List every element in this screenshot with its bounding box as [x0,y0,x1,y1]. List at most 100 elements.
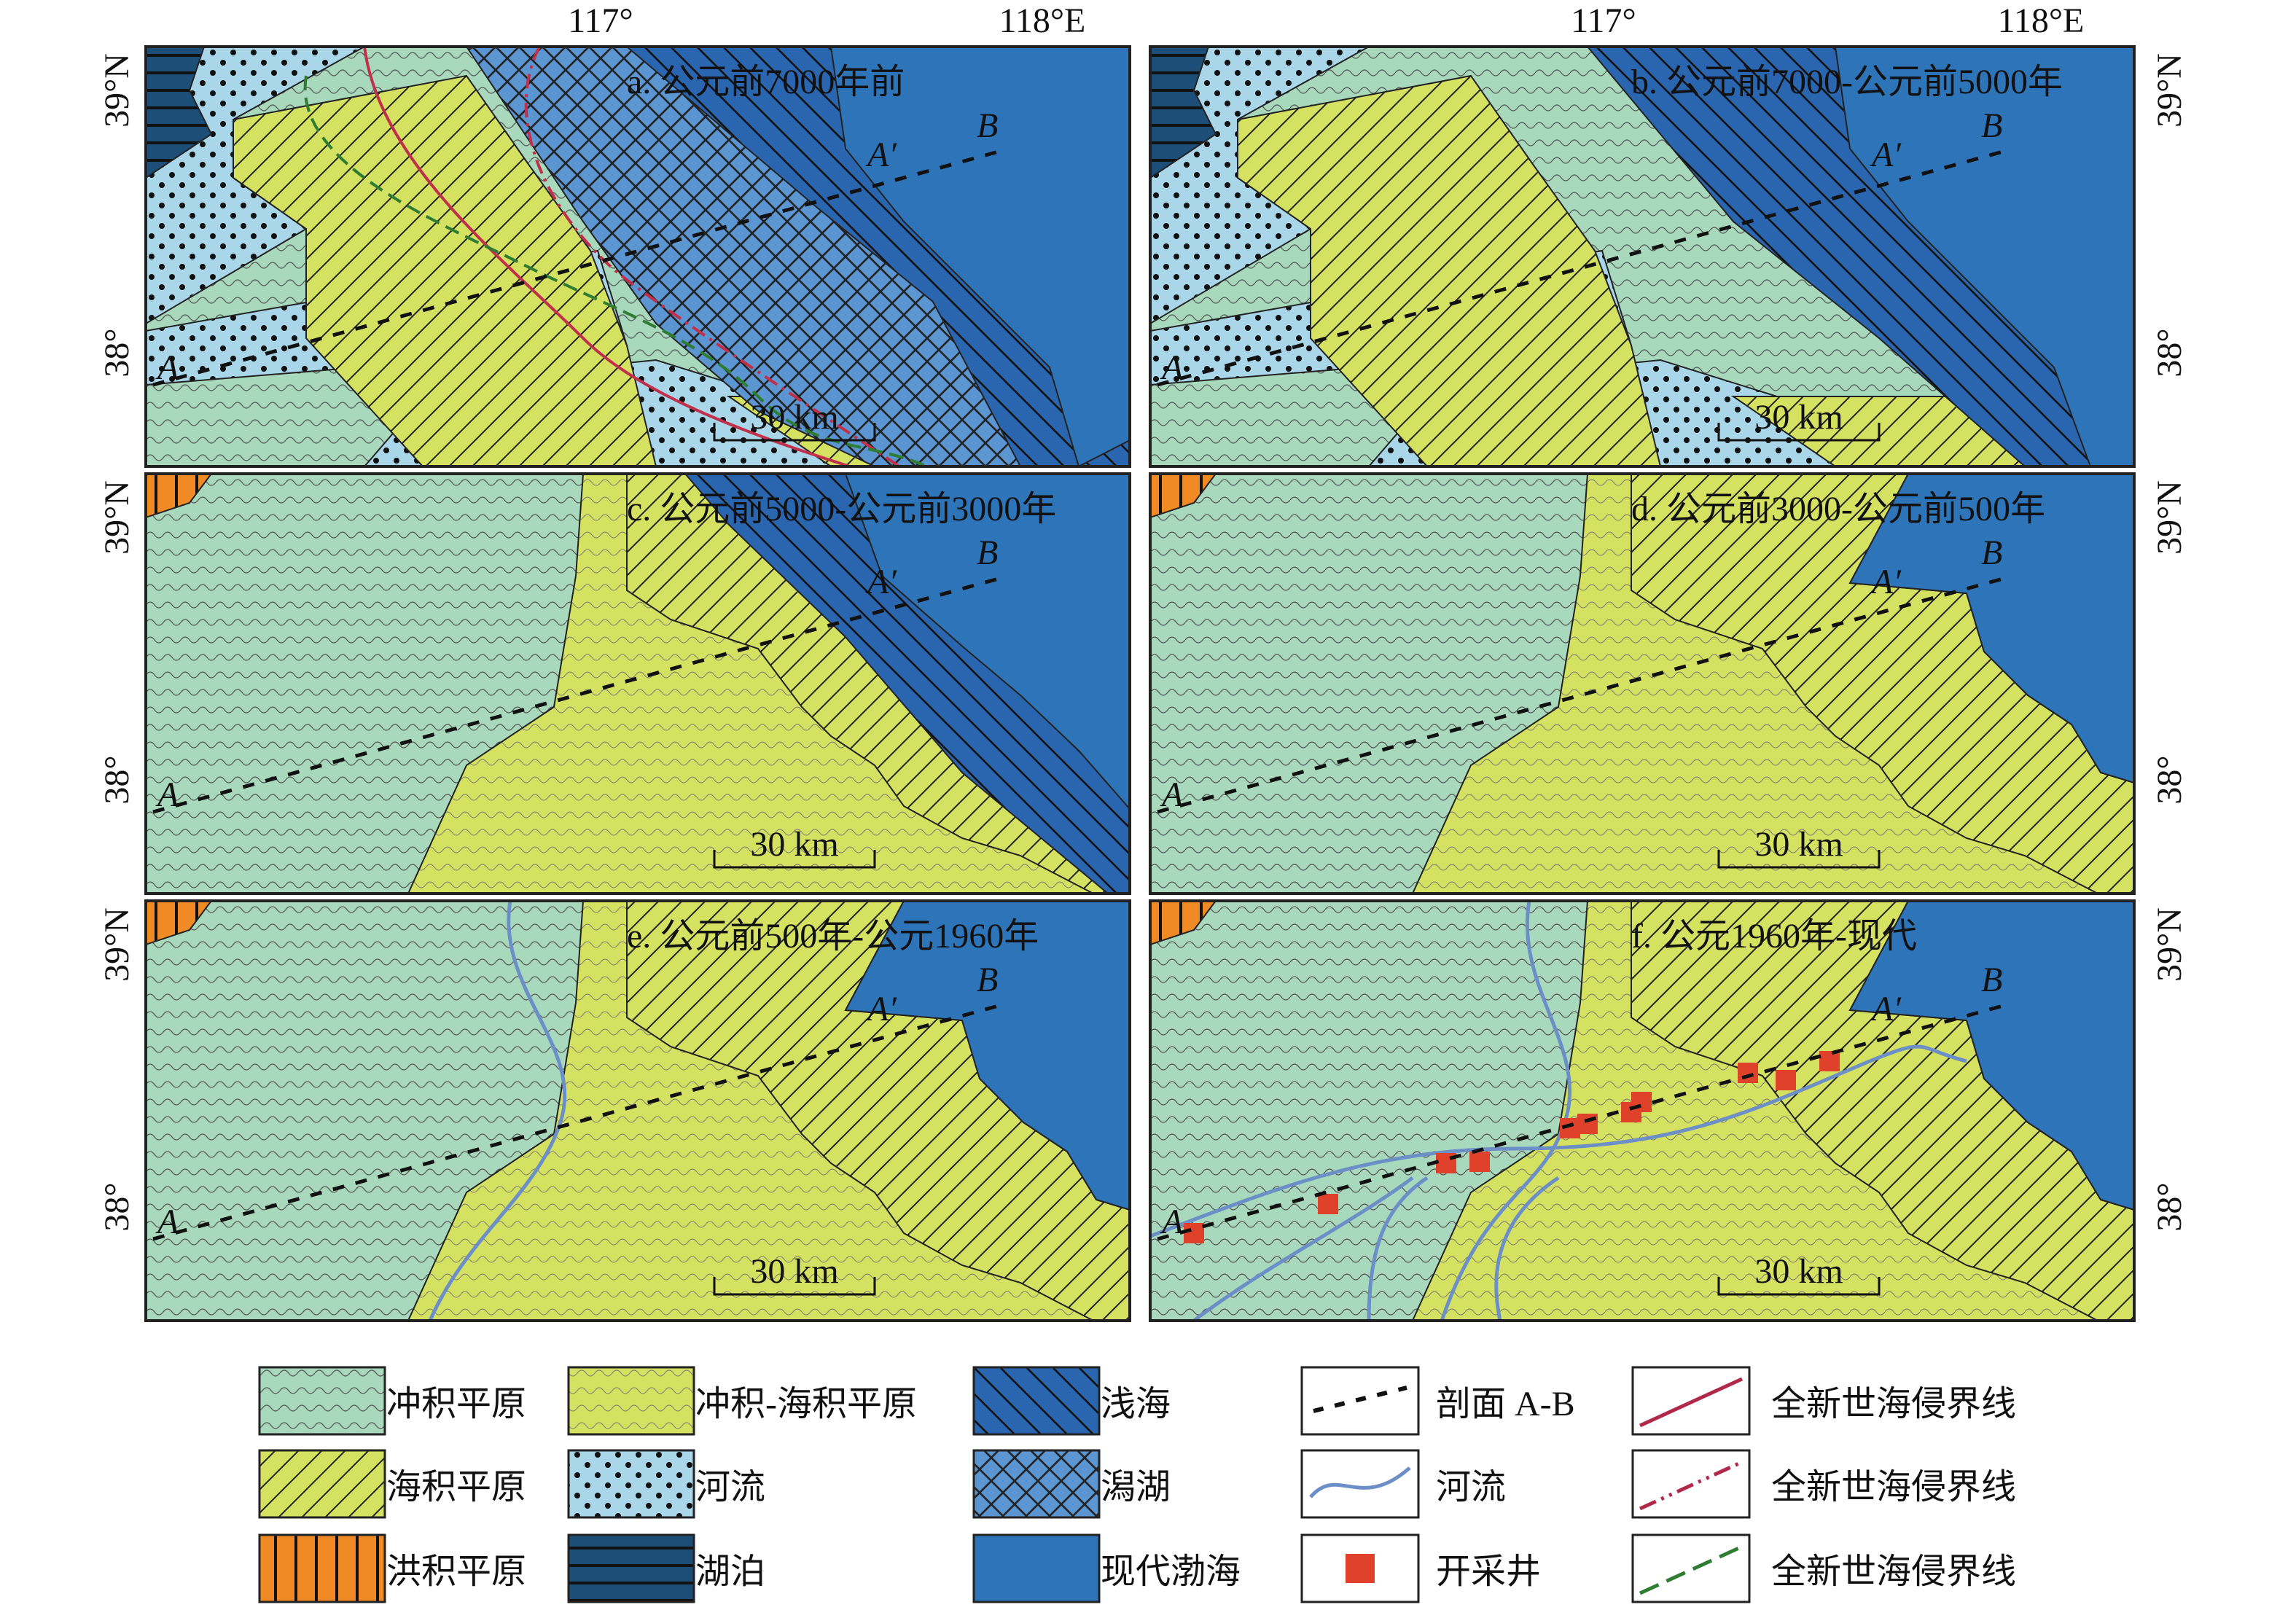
legend-symbol [1639,1460,1744,1511]
flood-plain [1150,474,1217,519]
well [1318,1194,1338,1214]
scale-bar [1717,1277,1881,1296]
scale-label: 30 km [1754,825,1843,864]
well [1738,1063,1758,1083]
legend-swatch [1300,1449,1420,1519]
flood-plain [1150,901,1217,946]
marine-plain [233,74,657,466]
scale-bar [713,850,876,869]
map-panel: d. 公元前3000-公元前500年 A A′ B 30 km [1149,472,2136,895]
latitude-label: 38° [98,1182,136,1231]
section-label: A [1160,348,1184,387]
section-line [1157,1004,2004,1241]
well [1469,1152,1490,1172]
legend-label: 全新世海侵界线 [1771,1385,2016,1423]
modern-sea [844,901,1130,1211]
panel-title: f. 公元1960年-现代 [1631,917,1917,955]
legend-label: 浅海 [1101,1385,1171,1423]
section-label: A′ [1870,990,1902,1028]
modern-sea [1834,47,2134,466]
section-label: A [155,348,179,387]
legend-swatch [567,1449,695,1519]
legend-swatch [567,1366,695,1436]
longitude-label: 117° [1571,1,1636,40]
panel-frame [144,899,1131,1322]
section-label: A′ [865,136,897,174]
legend-symbol [1639,1544,1744,1595]
section-line [152,149,999,387]
section-label: A [1160,775,1184,814]
section-line [1157,149,2004,387]
map-body [1150,901,2134,1321]
legend-label: 河流 [695,1468,765,1506]
lake [1150,47,1217,179]
section-label: B [977,961,998,999]
map-panel: a. 公元前7000年前 A A′ B 30 km [144,45,1131,468]
legend-label: 全新世海侵界线 [1771,1468,2016,1506]
river-line [428,901,567,1321]
panel-frame [144,472,1131,895]
well [1184,1223,1204,1243]
legend-symbol [1346,1554,1375,1583]
legend-label: 全新世海侵界线 [1771,1552,2016,1591]
scale-bar [713,1277,876,1296]
flood-plain [146,474,213,519]
scale-label: 30 km [750,1252,838,1291]
legend-label: 剖面 A-B [1436,1385,1575,1423]
legend-symbol [1309,1466,1411,1498]
legend-swatch [258,1366,386,1436]
map-body [146,47,1130,466]
panel-frame [1149,45,2136,468]
legend-label: 冲积-海积平原 [695,1385,917,1423]
legend-label: 海积平原 [386,1468,526,1506]
latitude-label: 38° [2150,755,2189,804]
legend-label: 洪积平原 [386,1552,526,1591]
map-body [146,901,1130,1321]
modern-sea [829,47,1130,466]
panel-title: b. 公元前7000-公元前5000年 [1631,63,2063,101]
legend-swatch [972,1533,1101,1603]
legend-label: 开采井 [1436,1552,1541,1591]
legend-swatch [1631,1366,1751,1436]
section-label: B [977,534,998,572]
modern-sea [1848,901,2134,1211]
map-body [146,474,1130,894]
legend-label: 潟湖 [1101,1468,1171,1506]
map-body [1150,474,2134,894]
panel-title: c. 公元前5000-公元前3000年 [627,490,1056,528]
legend-label: 冲积平原 [386,1385,526,1423]
section-line [152,1004,999,1241]
modern-sea [1848,474,2134,784]
legend-label: 湖泊 [695,1552,765,1591]
legend-swatch [258,1449,386,1519]
lake [146,47,213,179]
legend-swatch [972,1449,1101,1519]
section-label: B [1981,961,2002,999]
legend-label: 河流 [1436,1468,1506,1506]
longitude-label: 118°E [999,1,1086,40]
latitude-label: 39°N [98,53,136,128]
latitude-label: 39°N [2150,907,2189,982]
scale-label: 30 km [1754,1252,1843,1291]
latitude-label: 39°N [2150,53,2189,128]
panel-title: a. 公元前7000年前 [627,63,905,101]
modern-sea [844,474,1130,810]
section-label: B [1981,534,2002,572]
panel-frame [1149,899,2136,1322]
section-label: A [1160,1203,1184,1241]
panel-frame [144,45,1131,468]
scale-label: 30 km [750,398,838,437]
scale-bar [713,423,876,442]
section-label: A′ [1870,136,1902,174]
section-line [152,577,999,814]
legend-symbol [1313,1386,1407,1413]
longitude-label: 118°E [1998,1,2085,40]
longitude-label: 117° [568,1,633,40]
legend-swatch [1631,1533,1751,1603]
river-line [1367,1176,1429,1321]
map-panel: c. 公元前5000-公元前3000年 A A′ B 30 km [144,472,1131,895]
scale-label: 30 km [1754,398,1843,437]
